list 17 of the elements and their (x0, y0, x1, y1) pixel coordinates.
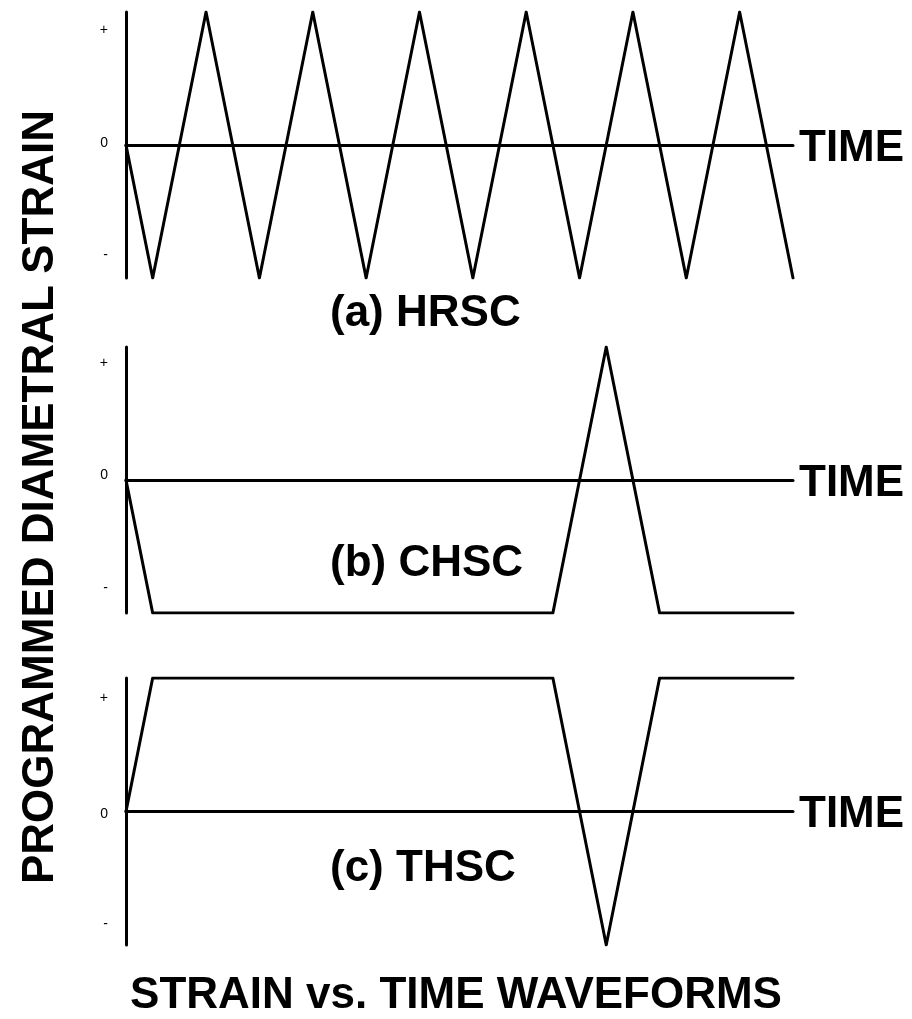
text: 0 (100, 134, 109, 150)
x-axis-title: TIME (799, 455, 905, 505)
text: 0 (100, 466, 109, 482)
text: (b) CHSC (330, 535, 524, 585)
text: - (103, 915, 109, 931)
text: - (103, 579, 109, 595)
text: + (99, 354, 108, 370)
x-axis-title: TIME (799, 787, 905, 836)
text: 0 (100, 805, 109, 821)
text: (c) THSC (330, 840, 516, 890)
text: STRAIN vs. TIME WAVEFORMS (130, 967, 782, 1017)
text: (a) HRSC (330, 285, 521, 335)
text: - (103, 246, 109, 262)
text: + (99, 21, 108, 37)
text: + (99, 689, 108, 705)
x-axis-title: TIME (799, 120, 905, 170)
y-axis-title: PROGRAMMED DIAMETRAL STRAIN (13, 109, 62, 885)
